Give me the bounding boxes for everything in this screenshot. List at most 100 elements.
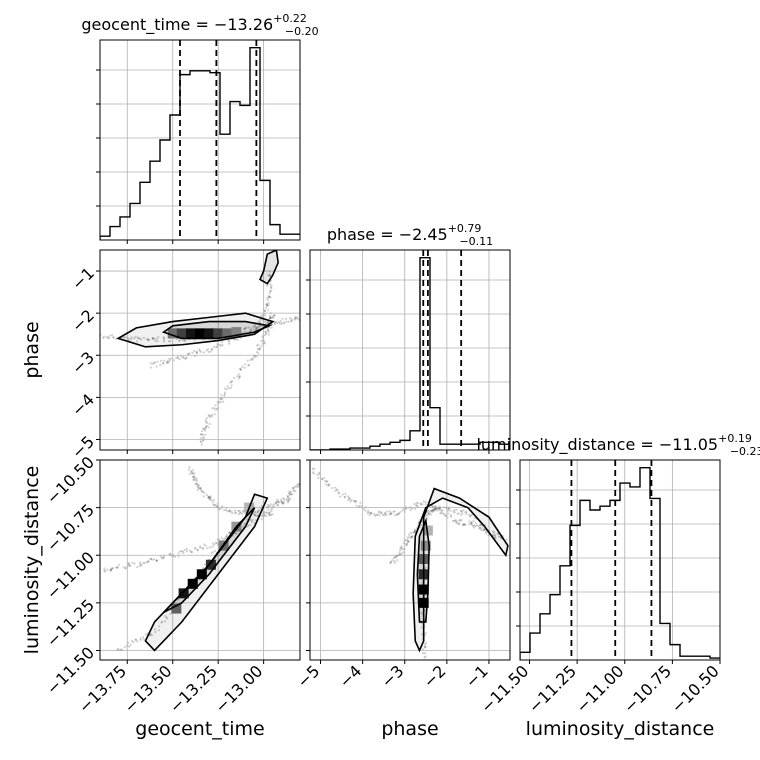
- contour: [163, 507, 256, 614]
- sample-point: [455, 519, 458, 522]
- sample-point: [160, 620, 164, 623]
- sample-point: [210, 350, 213, 353]
- sample-point: [233, 376, 236, 380]
- contour: [416, 517, 430, 623]
- sample-point: [221, 344, 224, 347]
- sample-point: [461, 512, 464, 515]
- sample-point: [147, 559, 150, 563]
- sample-point: [251, 358, 254, 361]
- sample-point: [168, 359, 171, 362]
- sample-point: [253, 513, 256, 517]
- sample-point: [264, 511, 267, 514]
- sample-point: [269, 295, 272, 299]
- sample-point: [458, 522, 461, 525]
- sample-point: [389, 561, 392, 565]
- sample-point: [343, 495, 346, 499]
- sample-point: [276, 321, 279, 324]
- sample-point: [430, 505, 434, 508]
- sample-point: [410, 536, 413, 539]
- sample-point: [204, 427, 207, 430]
- sample-point: [200, 489, 203, 492]
- sample-point: [485, 530, 488, 533]
- sample-point: [246, 359, 249, 362]
- sample-point: [380, 511, 383, 514]
- sample-point: [198, 484, 201, 487]
- sample-point: [185, 550, 189, 553]
- sample-point: [176, 355, 180, 358]
- sample-point: [227, 531, 231, 534]
- sample-point: [414, 507, 417, 511]
- sample-point: [249, 358, 252, 362]
- sample-point: [406, 540, 409, 543]
- sample-point: [424, 645, 427, 648]
- sample-point: [169, 357, 173, 360]
- sample-point: [479, 524, 482, 527]
- sample-point: [423, 656, 426, 659]
- sample-point: [273, 502, 276, 506]
- x-tick-label: −10.50: [668, 661, 723, 716]
- sample-point: [390, 512, 393, 516]
- sample-point: [459, 518, 462, 521]
- sample-point: [199, 440, 202, 443]
- sample-point: [188, 352, 191, 355]
- sample-point: [127, 645, 131, 648]
- sample-point: [230, 380, 233, 383]
- sample-point: [267, 328, 270, 331]
- sample-point: [258, 347, 261, 350]
- sample-point: [469, 514, 472, 517]
- sample-point: [276, 504, 279, 507]
- sample-point: [213, 345, 216, 348]
- sample-point: [438, 505, 441, 508]
- sample-point: [207, 496, 210, 499]
- sample-point: [194, 546, 197, 550]
- sample-point: [421, 503, 424, 506]
- scatter-phase-luminosity_distance: [311, 467, 508, 659]
- sample-point: [151, 337, 154, 340]
- sample-point: [460, 519, 463, 522]
- gridlines-2-1: [310, 459, 510, 660]
- sample-point: [497, 535, 501, 538]
- sample-point: [261, 324, 264, 328]
- sample-point: [219, 343, 222, 346]
- sample-point: [169, 340, 172, 343]
- sample-point: [385, 510, 389, 513]
- sample-point: [375, 513, 378, 516]
- sample-point: [202, 566, 205, 570]
- sample-point: [425, 517, 429, 520]
- sample-point: [153, 628, 157, 631]
- sample-point: [291, 493, 294, 496]
- sample-point: [470, 522, 473, 525]
- sample-point: [267, 330, 270, 333]
- sample-point: [427, 509, 430, 512]
- density-geocent_time-phase: [167, 327, 242, 339]
- sample-point: [436, 509, 439, 512]
- sample-point: [225, 535, 228, 538]
- sample-point: [200, 443, 203, 446]
- sample-point: [196, 548, 199, 552]
- sample-point: [426, 512, 430, 515]
- sample-point: [429, 509, 433, 512]
- sample-point: [228, 531, 232, 534]
- sample-point: [270, 323, 274, 326]
- density-cell: [171, 603, 182, 614]
- sample-point: [406, 540, 410, 543]
- sample-point: [352, 499, 356, 503]
- sample-point: [265, 514, 268, 517]
- sample-point: [206, 547, 209, 550]
- sample-point: [177, 552, 180, 555]
- sample-point: [261, 515, 264, 518]
- sample-point: [235, 338, 238, 341]
- sample-point: [240, 512, 244, 516]
- sample-point: [311, 467, 314, 470]
- sample-point: [162, 340, 166, 343]
- sample-point: [297, 318, 300, 321]
- sample-point: [208, 414, 211, 417]
- sample-point: [169, 612, 172, 616]
- sample-point: [428, 512, 431, 515]
- sample-point: [256, 348, 259, 351]
- sample-point: [230, 384, 233, 387]
- sample-point: [312, 467, 316, 470]
- sample-point: [267, 512, 270, 515]
- sample-point: [177, 555, 180, 558]
- sample-point: [252, 512, 255, 516]
